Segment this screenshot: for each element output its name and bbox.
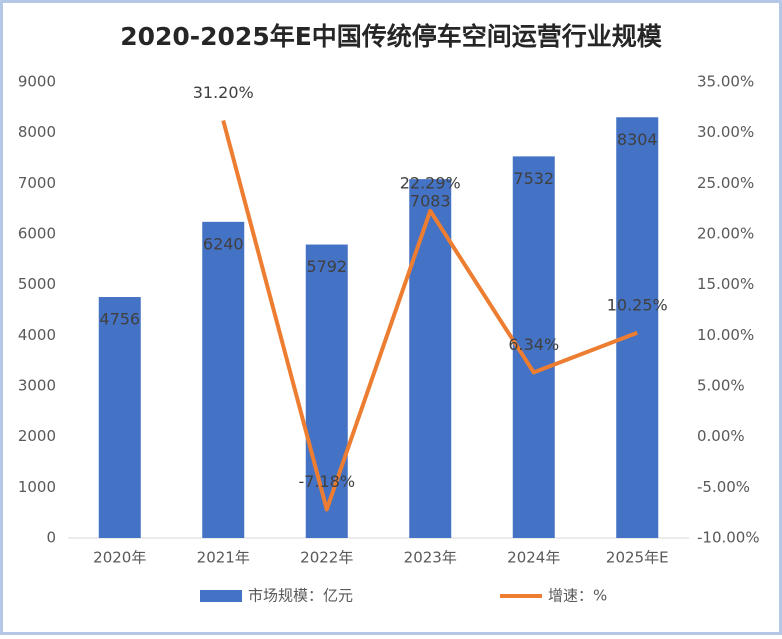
y-tick-label: 6000 — [18, 225, 56, 243]
y-tick-label: 5000 — [18, 275, 56, 293]
bar-value-label: 6240 — [203, 234, 244, 253]
x-tick-label: 2025年E — [606, 549, 669, 567]
x-tick-label: 2020年 — [93, 549, 146, 567]
y-tick-label: 3000 — [18, 377, 56, 395]
y2-tick-label: 35.00% — [697, 73, 754, 91]
x-tick-label: 2022年 — [300, 549, 353, 567]
y2-tick-label: -5.00% — [697, 478, 750, 496]
y2-tick-label: 10.00% — [697, 326, 754, 344]
bar-value-label: 4756 — [99, 310, 140, 329]
bar-value-label: 7532 — [513, 169, 554, 188]
bar — [616, 117, 659, 538]
y2-tick-label: 0.00% — [697, 427, 745, 445]
y2-tick-label: 5.00% — [697, 377, 745, 395]
y2-tick-label: 15.00% — [697, 275, 754, 293]
y-tick-label: 9000 — [18, 73, 56, 91]
y2-tick-label: 20.00% — [697, 225, 754, 243]
y-tick-label: 0 — [46, 529, 56, 547]
bar — [98, 297, 141, 538]
y-tick-label: 1000 — [18, 478, 56, 496]
y2-tick-label: 30.00% — [697, 123, 754, 141]
legend-swatch — [200, 590, 242, 602]
line-value-label: -7.18% — [298, 472, 355, 491]
y-tick-label: 7000 — [18, 174, 56, 192]
y2-tick-label: -10.00% — [697, 529, 760, 547]
bar-value-label: 5792 — [306, 257, 347, 276]
line-value-label: 31.20% — [193, 83, 254, 102]
x-tick-label: 2024年 — [507, 549, 560, 567]
y-tick-label: 2000 — [18, 427, 56, 445]
bar — [202, 221, 245, 538]
y2-tick-label: 25.00% — [697, 174, 754, 192]
x-tick-label: 2023年 — [404, 549, 457, 567]
y-tick-label: 4000 — [18, 326, 56, 344]
bar-value-label: 7083 — [410, 192, 451, 211]
line-value-label: 22.29% — [400, 173, 461, 192]
line-value-label: 6.34% — [508, 335, 559, 354]
line — [221, 119, 638, 512]
bar — [305, 244, 348, 538]
legend-label: 市场规模：亿元 — [248, 587, 353, 605]
bar-value-label: 8304 — [617, 130, 658, 149]
bar — [409, 179, 452, 539]
line-value-label: 10.25% — [607, 295, 668, 314]
legend-label: 增速：% — [548, 587, 607, 605]
y-tick-label: 8000 — [18, 123, 56, 141]
chart-title: 2020-2025年E中国传统停车空间运营行业规模 — [120, 22, 663, 51]
x-tick-label: 2021年 — [197, 549, 250, 567]
